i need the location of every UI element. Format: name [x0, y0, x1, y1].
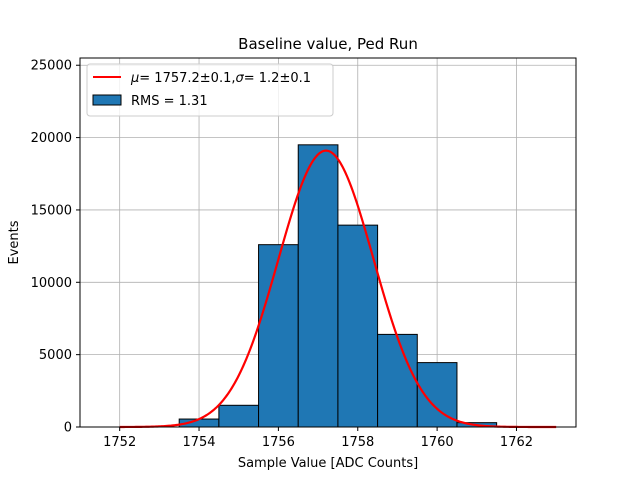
x-tick-label: 1752: [103, 435, 136, 450]
histogram-bar: [258, 244, 299, 428]
y-tick-label: 0: [64, 421, 72, 436]
x-tick-label: 1754: [182, 435, 215, 450]
gaussian-fit-curve: [119, 149, 557, 429]
plot-frame: [79, 57, 577, 428]
histogram-bar: [297, 144, 339, 428]
histogram-bar: [377, 333, 418, 428]
legend-sigma-symbol: σ: [236, 71, 245, 86]
y-axis-label: Events: [7, 220, 22, 264]
histogram-bars: [178, 144, 498, 428]
x-tick-label: 1760: [421, 435, 454, 450]
y-tick-label: 25000: [31, 59, 72, 74]
x-tick-label: 1762: [500, 435, 533, 450]
y-tick-label: 15000: [31, 203, 72, 218]
x-axis-label: Sample Value [ADC Counts]: [238, 456, 418, 471]
axis-ticks: 1752 1754 1756 1758 1760 1762 0 5000 10000 15000 2…: [31, 59, 533, 450]
legend-mu-symbol: μ: [130, 71, 139, 86]
y-tick-label: 10000: [31, 276, 72, 291]
x-tick-label: 1756: [262, 435, 295, 450]
legend-fit-label: μ= 1757.2±0.1,σ= 1.2±0.1: [130, 71, 311, 86]
fit-curve-group: [119, 149, 557, 429]
legend-histogram-label: RMS = 1.31: [131, 94, 208, 109]
histogram-bar: [218, 404, 260, 428]
histogram-bar: [337, 224, 379, 428]
legend-sigma-value: = 1.2±0.1: [244, 71, 311, 86]
y-tick-label: 5000: [39, 348, 72, 363]
chart-title: Baseline value, Ped Run: [238, 35, 418, 53]
legend-histogram-swatch: [92, 94, 122, 106]
legend: μ= 1757.2±0.1,σ= 1.2±0.1 RMS = 1.31: [86, 63, 334, 117]
legend-box: [86, 63, 334, 117]
x-tick-label: 1758: [341, 435, 374, 450]
y-tick-label: 20000: [31, 131, 72, 146]
legend-mu-value: = 1757.2±0.1,: [139, 71, 235, 86]
